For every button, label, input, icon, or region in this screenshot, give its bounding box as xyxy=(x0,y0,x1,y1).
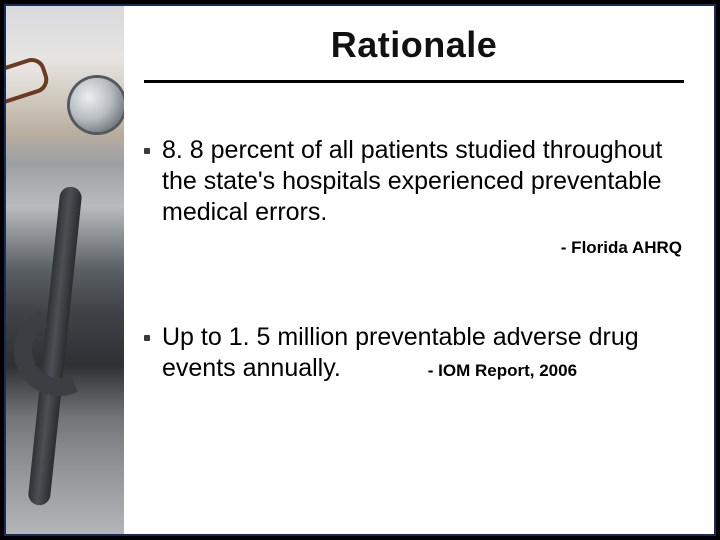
title-underline xyxy=(144,80,684,83)
stethoscope-curve-shape xyxy=(6,293,117,408)
bullet-marker-icon xyxy=(144,335,150,341)
content-area: Rationale 8. 8 percent of all patients s… xyxy=(124,6,714,534)
bullet-marker-icon xyxy=(144,148,150,154)
slide-title: Rationale xyxy=(144,24,684,66)
bullet-list: 8. 8 percent of all patients studied thr… xyxy=(144,135,684,384)
decorative-photo-strip xyxy=(6,6,124,534)
bullet-item: 8. 8 percent of all patients studied thr… xyxy=(144,135,684,228)
slide: Rationale 8. 8 percent of all patients s… xyxy=(0,0,720,540)
bullet-citation: - IOM Report, 2006 xyxy=(428,360,577,381)
bullet-citation: - Florida AHRQ xyxy=(144,238,684,258)
spacer xyxy=(144,258,684,322)
bullet-text: Up to 1. 5 million preventable adverse d… xyxy=(162,322,684,384)
bullet-text: 8. 8 percent of all patients studied thr… xyxy=(162,135,684,228)
bullet-item: Up to 1. 5 million preventable adverse d… xyxy=(144,322,684,384)
slide-inner: Rationale 8. 8 percent of all patients s… xyxy=(4,4,716,536)
